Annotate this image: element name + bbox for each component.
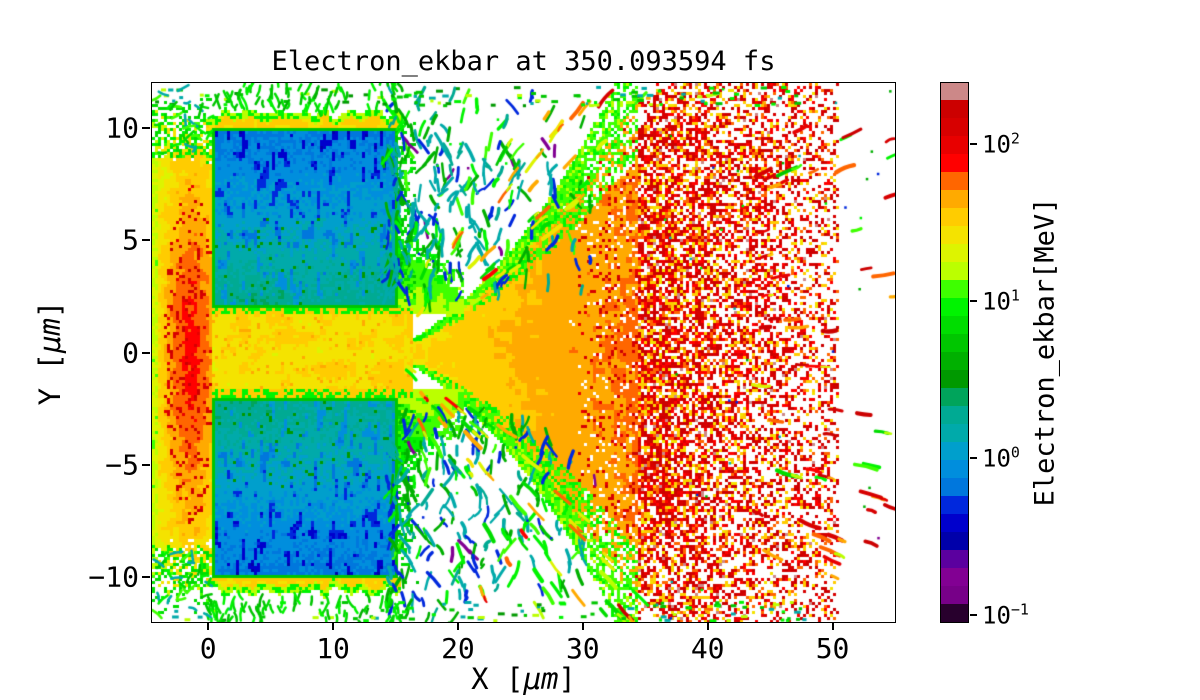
- y-tick-label: −10: [88, 560, 139, 594]
- y-tick-mark: [142, 576, 150, 579]
- y-tick-mark: [142, 351, 150, 354]
- x-tick-mark: [207, 622, 210, 630]
- colorbar-band: [940, 244, 968, 263]
- colorbar-band: [940, 387, 968, 407]
- x-tick-mark: [581, 622, 584, 630]
- colorbar-band: [940, 495, 968, 514]
- y-tick-label: 10: [105, 111, 139, 145]
- x-tick-mark: [706, 622, 709, 630]
- y-axis-label-prefix: Y [: [33, 353, 67, 406]
- colorbar-tick-label: 10−1: [982, 600, 1029, 630]
- colorbar-band: [940, 100, 968, 119]
- colorbar-tick-mark: [969, 613, 977, 616]
- plot-title: Electron_ekbar at 350.093594 fs: [271, 46, 776, 77]
- colorbar-band: [940, 298, 968, 317]
- x-tick-label: 20: [441, 632, 475, 665]
- x-tick-label: 0: [199, 632, 217, 665]
- colorbar-band: [940, 405, 968, 425]
- colorbar-band: [940, 513, 968, 532]
- y-tick-mark: [142, 463, 150, 466]
- colorbar-band: [940, 262, 968, 281]
- y-tick-mark: [142, 239, 150, 242]
- y-axis-label-suffix: ]: [33, 300, 67, 319]
- y-tick-label: 0: [122, 336, 139, 369]
- colorbar-band: [940, 172, 968, 191]
- colorbar-label: Electron_ekbar[MeV]: [1029, 197, 1061, 507]
- colorbar-band: [940, 208, 968, 227]
- colorbar-band: [940, 459, 968, 479]
- colorbar-tick-mark: [969, 456, 977, 459]
- colorbar-band: [940, 603, 968, 622]
- colorbar-band: [940, 441, 968, 461]
- x-tick-label: 50: [815, 632, 850, 665]
- colorbar-tick-label: 102: [982, 129, 1020, 159]
- y-tick-mark: [142, 126, 150, 129]
- colorbar-band: [940, 334, 968, 353]
- colorbar-band: [940, 136, 968, 155]
- y-axis-label-mu: μm: [33, 318, 67, 353]
- x-tick-label: 30: [565, 632, 600, 665]
- colorbar-band: [940, 423, 968, 443]
- colorbar-tick-label: 100: [982, 443, 1020, 473]
- colorbar-tick-label: 101: [982, 286, 1020, 316]
- colorbar-band: [940, 154, 968, 173]
- colorbar-band: [940, 567, 968, 586]
- colorbar-band: [940, 549, 968, 568]
- y-tick-label: 5: [122, 223, 139, 257]
- colorbar-band: [940, 190, 968, 209]
- x-tick-mark: [332, 622, 335, 630]
- colorbar-band: [940, 316, 968, 335]
- x-tick-mark: [831, 622, 834, 630]
- x-axis-label: X [μm]: [152, 662, 895, 696]
- y-axis-label: Y [μm]: [33, 301, 67, 406]
- colorbar-tick-mark: [969, 143, 977, 146]
- colorbar-band: [940, 118, 968, 137]
- colorbar-band: [940, 352, 968, 371]
- x-tick-label: 10: [316, 632, 350, 665]
- colorbar-band: [940, 531, 968, 550]
- plot-area: [150, 81, 896, 623]
- x-tick-label: 40: [690, 632, 725, 665]
- colorbar-band: [940, 280, 968, 299]
- x-axis-label-mu: μm: [523, 662, 559, 696]
- colorbar: [939, 81, 969, 623]
- colorbar-band: [940, 585, 968, 604]
- x-tick-mark: [456, 622, 459, 630]
- heatmap-canvas: [151, 82, 895, 622]
- colorbar-band: [940, 82, 968, 101]
- y-tick-label: −5: [105, 448, 139, 482]
- colorbar-band: [940, 369, 968, 389]
- colorbar-tick-mark: [969, 299, 977, 302]
- colorbar-band: [940, 226, 968, 245]
- x-axis-label-prefix: X [: [471, 662, 524, 696]
- colorbar-band: [940, 477, 968, 496]
- x-axis-label-suffix: ]: [558, 662, 576, 696]
